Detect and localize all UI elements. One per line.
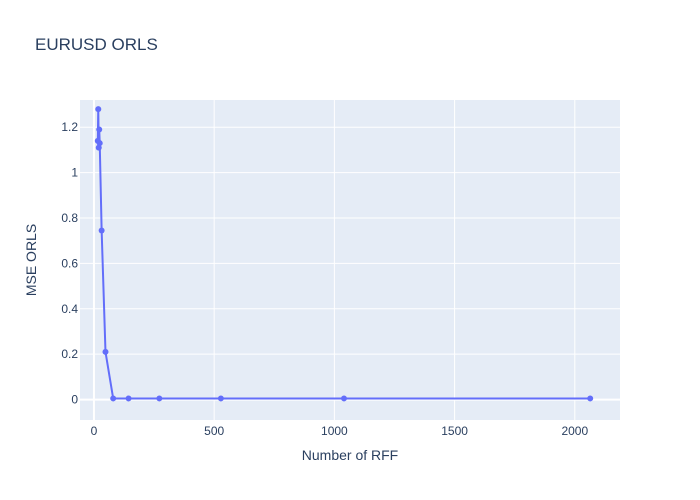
zero-lines [80,100,620,420]
y-tick-label: 0.2 [61,347,78,361]
data-point [340,395,347,402]
y-axis-title: MSE ORLS [23,224,39,296]
data-point [102,348,109,355]
chart-title: EURUSD ORLS [35,35,158,54]
x-tick-label: 0 [91,424,98,438]
data-point [95,106,102,113]
x-tick-label: 500 [204,424,224,438]
data-point [125,395,132,402]
tick-labels: 0 500 1000 1500 2000 0 0.2 0.4 0.6 0.8 1 1.2 [61,120,588,438]
data-point [95,144,102,151]
x-axis-title: Number of RFF [302,447,398,463]
x-tick-label: 2000 [561,424,588,438]
y-tick-label: 1.2 [61,120,78,134]
grid-lines [80,100,620,420]
y-tick-label: 0 [71,393,78,407]
y-tick-label: 1 [71,166,78,180]
series-layer [94,106,594,402]
data-point [98,227,105,234]
x-tick-label: 1500 [441,424,468,438]
y-tick-label: 0.6 [61,256,78,270]
y-tick-label: 0.8 [61,211,78,225]
data-point [96,140,103,147]
data-point [217,395,224,402]
y-tick-label: 0.4 [61,302,78,316]
data-point [587,395,594,402]
plot-area [80,100,620,420]
data-point [96,126,103,133]
x-tick-label: 1000 [321,424,348,438]
data-point [156,395,163,402]
data-point [110,395,117,402]
